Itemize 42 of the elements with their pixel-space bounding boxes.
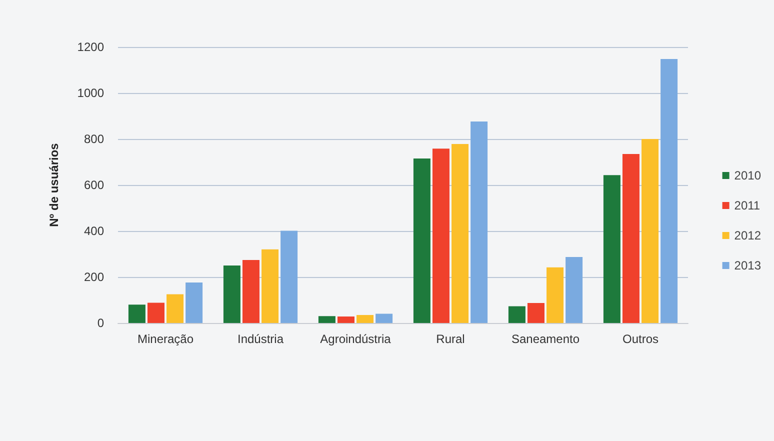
bar	[546, 267, 564, 323]
x-tick-label: Mineração	[137, 332, 194, 346]
bar	[470, 122, 488, 323]
bar	[452, 144, 469, 323]
bar	[642, 139, 659, 323]
bar	[280, 230, 298, 323]
bar	[242, 260, 260, 323]
y-tick-label: 600	[84, 178, 104, 192]
y-tick-label: 800	[84, 132, 104, 146]
bar	[432, 148, 450, 323]
bar	[527, 302, 544, 323]
bar	[223, 266, 240, 323]
bar	[660, 58, 678, 323]
legend-label: 2011	[734, 198, 760, 212]
bar	[186, 282, 203, 323]
bar	[337, 316, 354, 323]
y-tick-label: 0	[97, 316, 104, 330]
y-axis-title: Nº de usuários	[47, 142, 61, 227]
bar	[262, 249, 279, 323]
bar	[318, 316, 336, 323]
bar	[413, 158, 430, 323]
bar	[508, 306, 526, 323]
legend-label: 2010	[734, 168, 762, 182]
x-tick-label: Agroindústria	[320, 332, 392, 346]
y-tick-label: 1200	[77, 40, 104, 54]
x-tick-label: Indústria	[237, 332, 284, 346]
y-tick-label: 400	[84, 224, 104, 238]
bar	[166, 294, 184, 323]
bar	[356, 314, 374, 323]
x-tick-label: Rural	[436, 332, 465, 346]
y-tick-label: 200	[84, 270, 104, 284]
bar	[376, 314, 393, 323]
x-tick-label: Saneamento	[511, 332, 580, 346]
legend-label: 2012	[734, 228, 762, 242]
legend-label: 2013	[734, 258, 762, 272]
bar	[622, 154, 640, 323]
x-tick-label: Outros	[622, 332, 659, 346]
bar	[128, 304, 146, 323]
bar	[566, 256, 583, 323]
bar	[147, 302, 164, 323]
bar	[603, 175, 620, 323]
y-tick-label: 1000	[77, 86, 104, 100]
